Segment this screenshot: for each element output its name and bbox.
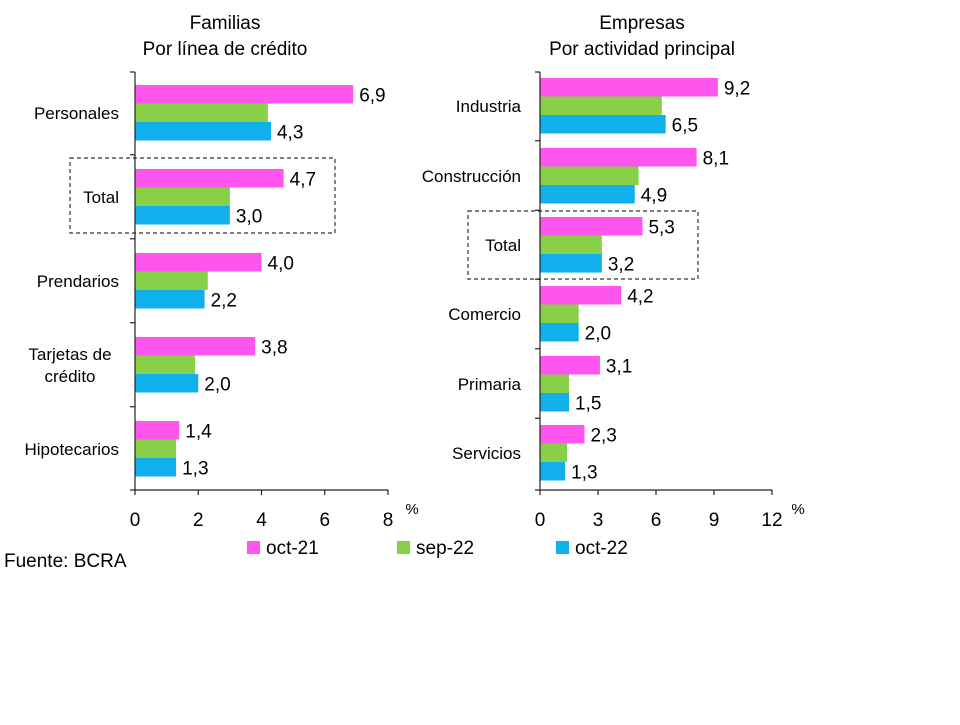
right-bar-1-4: [540, 374, 569, 393]
right-x-tick-label-1: 3: [593, 510, 604, 531]
source-note: Fuente: BCRA: [4, 551, 127, 572]
left-category-label-2: Prendarios: [37, 272, 119, 291]
left-bar-0-4: [135, 421, 180, 440]
left-bar-2-0: [135, 122, 271, 141]
right-bar-1-2: [540, 235, 602, 254]
left-bar-1-3: [135, 355, 196, 374]
left-chart-title: Familias: [190, 13, 261, 34]
right-bar-0-2: [540, 217, 643, 236]
right-category-label-1: Construcción: [422, 167, 521, 186]
right-data-label-0-0: 9,2: [724, 78, 750, 99]
left-x-tick-label-0: 0: [130, 510, 141, 531]
right-bar-2-2: [540, 254, 602, 273]
legend-label-oct21: oct-21: [266, 538, 319, 559]
left-data-label-2-1: 3,0: [236, 206, 262, 227]
right-bar-2-4: [540, 393, 569, 412]
right-x-tick-label-0: 0: [535, 510, 546, 531]
left-data-label-0-1: 4,7: [290, 169, 316, 190]
right-data-label-2-5: 1,3: [571, 462, 597, 483]
right-bar-1-3: [540, 304, 579, 323]
right-data-label-0-3: 4,2: [627, 286, 653, 307]
legend-label-sep22: sep-22: [416, 538, 474, 559]
right-data-label-2-0: 6,5: [672, 115, 698, 136]
right-chart-title: Empresas: [599, 13, 685, 34]
right-bar-0-3: [540, 286, 622, 305]
right-data-label-2-3: 2,0: [585, 323, 611, 344]
right-category-label-3: Comercio: [448, 305, 521, 324]
left-data-label-2-2: 2,2: [211, 290, 237, 311]
right-x-tick-label-3: 9: [709, 510, 720, 531]
left-total-highlight-box: [69, 157, 336, 234]
right-chart-subtitle: Por actividad principal: [549, 39, 735, 60]
right-data-label-0-1: 8,1: [703, 148, 729, 169]
left-bar-0-0: [135, 85, 354, 104]
legend-swatch-sep22: [397, 541, 410, 554]
right-bar-0-5: [540, 425, 585, 444]
left-bar-0-3: [135, 337, 256, 356]
right-chart-panel: 9,2 6,5 Industria 8,1 4,9 Construcción 5,3 3,2 T…: [422, 71, 805, 531]
left-category-label-4: Hipotecarios: [25, 440, 120, 459]
right-bar-2-5: [540, 462, 566, 481]
right-category-label-2: Total: [485, 236, 521, 255]
left-x-unit-label: %: [405, 501, 418, 518]
left-x-tick-label-2: 4: [256, 510, 267, 531]
left-bar-0-1: [135, 169, 284, 188]
right-bar-0-0: [540, 78, 718, 97]
left-chart-panel: 6,9 4,3 Personales 4,7 3,0 Total 4,0 2,2 Prendar…: [25, 71, 419, 531]
right-category-label-4: Primaria: [458, 375, 522, 394]
left-bar-2-4: [135, 458, 177, 477]
left-bar-2-2: [135, 290, 205, 309]
left-data-label-0-0: 6,9: [359, 85, 385, 106]
chart-legend: oct-21 sep-22 oct-22: [247, 538, 628, 559]
left-data-label-0-4: 1,4: [185, 421, 212, 442]
left-category-label-3: Tarjetas de crédito: [28, 345, 111, 386]
left-data-label-2-0: 4,3: [277, 122, 303, 143]
right-x-tick-label-2: 6: [651, 510, 662, 531]
left-chart-subtitle: Por línea de crédito: [143, 39, 308, 60]
right-bar-2-1: [540, 185, 635, 204]
right-data-label-0-4: 3,1: [606, 356, 632, 377]
left-category-label-line: Tarjetas de: [28, 345, 111, 364]
left-bar-0-2: [135, 253, 262, 272]
legend-swatch-oct22: [556, 541, 569, 554]
left-data-label-0-3: 3,8: [261, 337, 287, 358]
left-bar-2-3: [135, 374, 199, 393]
right-data-label-2-4: 1,5: [575, 393, 601, 414]
right-x-unit-label: %: [791, 501, 804, 518]
left-bar-1-2: [135, 271, 208, 290]
left-data-label-2-3: 2,0: [204, 374, 230, 395]
right-bar-2-0: [540, 115, 666, 134]
right-data-label-2-1: 4,9: [641, 185, 667, 206]
left-x-tick-label-4: 8: [383, 510, 394, 531]
right-data-label-2-2: 3,2: [608, 254, 634, 275]
right-data-label-0-2: 5,3: [648, 217, 674, 238]
left-data-label-2-4: 1,3: [182, 458, 208, 479]
right-bar-0-1: [540, 148, 697, 167]
legend-swatch-oct21: [247, 541, 260, 554]
right-bar-2-3: [540, 323, 579, 342]
right-bar-1-0: [540, 96, 662, 115]
left-x-tick-label-1: 2: [193, 510, 204, 531]
right-bar-1-1: [540, 166, 639, 185]
left-bar-1-4: [135, 439, 177, 458]
left-category-label-line: crédito: [44, 367, 95, 386]
right-category-label-5: Servicios: [452, 444, 521, 463]
right-total-highlight-box: [467, 210, 699, 280]
left-category-label-1: Total: [83, 188, 119, 207]
left-bar-1-1: [135, 187, 230, 206]
legend-label-oct22: oct-22: [575, 538, 628, 559]
left-data-label-0-2: 4,0: [268, 253, 294, 274]
left-bar-1-0: [135, 103, 268, 122]
right-category-label-0: Industria: [456, 97, 522, 116]
right-bar-1-5: [540, 443, 568, 462]
left-category-label-0: Personales: [34, 104, 119, 123]
right-data-label-0-5: 2,3: [590, 425, 616, 446]
left-x-tick-label-3: 6: [319, 510, 330, 531]
left-bar-2-1: [135, 206, 230, 225]
right-bar-0-4: [540, 356, 600, 375]
right-x-tick-label-4: 12: [761, 510, 782, 531]
